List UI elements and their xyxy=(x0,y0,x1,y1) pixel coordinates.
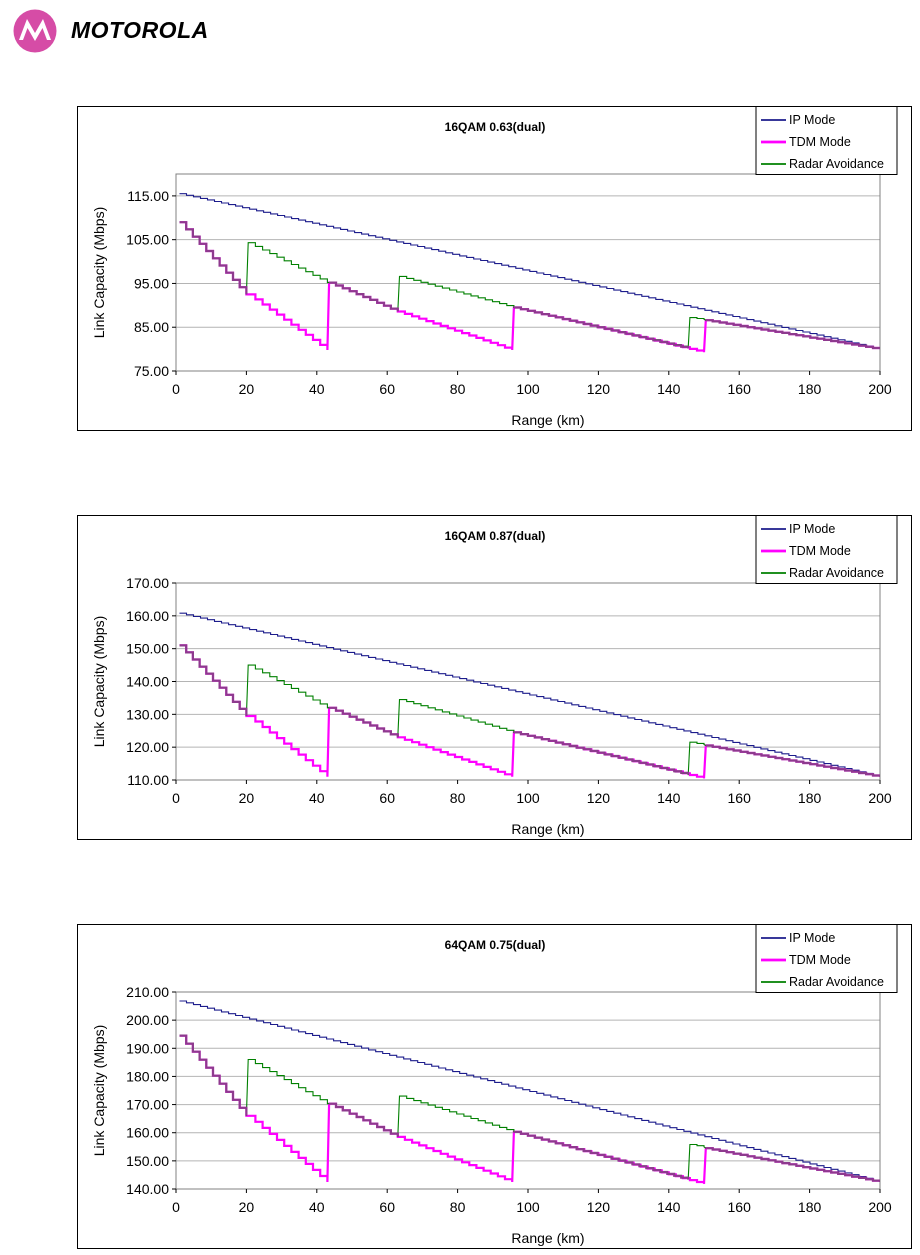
y-axis-label: Link Capacity (Mbps) xyxy=(91,207,107,339)
series-group xyxy=(179,193,880,353)
legend-label-radar-avoidance: Radar Avoidance xyxy=(789,157,884,171)
y-tick-label: 130.00 xyxy=(126,706,169,722)
series-line-ip-mode xyxy=(179,1000,880,1182)
x-tick-label: 140 xyxy=(657,1199,681,1215)
x-tick-label: 60 xyxy=(379,381,395,397)
x-tick-label: 20 xyxy=(239,381,255,397)
chart-64qam-075: 64QAM 0.75(dual) 210.00 200.00 190.00 180.00… xyxy=(77,924,912,1249)
y-tick-label: 105.00 xyxy=(126,232,169,248)
chart-svg: 16QAM 0.87(dual) 170.00 160.00 150.00 140.00… xyxy=(77,515,912,840)
x-tick-label: 40 xyxy=(309,381,325,397)
legend-label-radar-avoidance: Radar Avoidance xyxy=(789,566,884,580)
legend-label-radar-avoidance: Radar Avoidance xyxy=(789,975,884,989)
legend-label-ip-mode: IP Mode xyxy=(789,522,835,536)
y-axis-label: Link Capacity (Mbps) xyxy=(91,1025,107,1157)
x-tick-label: 20 xyxy=(239,790,255,806)
y-tick-label: 190.00 xyxy=(126,1040,169,1056)
x-tick-label: 200 xyxy=(868,790,892,806)
legend-label-ip-mode: IP Mode xyxy=(789,113,835,127)
chart-svg: 64QAM 0.75(dual) 210.00 200.00 190.00 180.00… xyxy=(77,924,912,1249)
x-tick-label: 100 xyxy=(516,790,540,806)
x-tick-label: 180 xyxy=(798,381,822,397)
y-tick-label: 170.00 xyxy=(126,1097,169,1113)
x-tick-label: 20 xyxy=(239,1199,255,1215)
x-tick-label: 80 xyxy=(450,1199,466,1215)
y-tick-label: 170.00 xyxy=(126,575,169,591)
series-overlap-line xyxy=(513,1130,690,1180)
brand-name: MOTOROLA xyxy=(71,17,209,43)
x-tick-label: 120 xyxy=(587,1199,611,1215)
x-axis-label: Range (km) xyxy=(511,821,584,837)
x-tick-label: 180 xyxy=(798,1199,822,1215)
series-overlap-line xyxy=(179,221,248,295)
y-tick-label: 120.00 xyxy=(126,739,169,755)
legend-label-tdm-mode: TDM Mode xyxy=(789,135,851,149)
series-overlap-line xyxy=(179,1034,248,1116)
x-tick-label: 200 xyxy=(868,381,892,397)
x-tick-label: 40 xyxy=(309,1199,325,1215)
motorola-batwing-icon xyxy=(13,9,57,53)
legend-label-ip-mode: IP Mode xyxy=(789,931,835,945)
x-tick-label: 160 xyxy=(728,1199,752,1215)
series-overlap-line xyxy=(329,1102,399,1137)
x-tick-label: 40 xyxy=(309,790,325,806)
x-tick-label: 160 xyxy=(728,381,752,397)
chart-svg: 16QAM 0.63(dual) 115.00 105.00 95.00 85.00 75… xyxy=(77,106,912,431)
series-group xyxy=(179,612,880,779)
x-tick-label: 100 xyxy=(516,1199,540,1215)
series-line-ip-mode xyxy=(179,612,880,777)
legend-label-tdm-mode: TDM Mode xyxy=(789,953,851,967)
y-tick-label: 75.00 xyxy=(134,363,169,379)
legend-label-tdm-mode: TDM Mode xyxy=(789,544,851,558)
y-tick-label: 150.00 xyxy=(126,641,169,657)
chart-title: 64QAM 0.75(dual) xyxy=(445,938,546,952)
y-tick-label: 140.00 xyxy=(126,1181,169,1197)
y-tick-label: 150.00 xyxy=(126,1153,169,1169)
y-tick-label: 160.00 xyxy=(126,608,169,624)
x-tick-label: 140 xyxy=(657,790,681,806)
y-tick-label: 115.00 xyxy=(127,188,169,204)
x-tick-label: 0 xyxy=(172,790,180,806)
y-tick-label: 160.00 xyxy=(126,1125,169,1141)
y-tick-label: 210.00 xyxy=(126,984,169,1000)
x-tick-label: 60 xyxy=(379,1199,395,1215)
x-tick-label: 180 xyxy=(798,790,822,806)
x-tick-label: 80 xyxy=(450,790,466,806)
chart-title: 16QAM 0.87(dual) xyxy=(445,529,546,543)
x-tick-label: 160 xyxy=(728,790,752,806)
series-group xyxy=(179,1000,880,1184)
series-line-ip-mode xyxy=(179,193,880,350)
x-tick-label: 60 xyxy=(379,790,395,806)
series-overlap-line xyxy=(329,706,399,738)
chart-title: 16QAM 0.63(dual) xyxy=(445,120,546,134)
x-tick-label: 0 xyxy=(172,1199,180,1215)
series-overlap-line xyxy=(705,744,880,777)
series-overlap-line xyxy=(705,1147,880,1182)
series-overlap-line xyxy=(513,731,690,775)
y-tick-label: 140.00 xyxy=(126,674,169,690)
x-tick-label: 200 xyxy=(868,1199,892,1215)
y-tick-label: 200.00 xyxy=(126,1012,169,1028)
y-axis-label: Link Capacity (Mbps) xyxy=(91,616,107,748)
series-overlap-line xyxy=(179,644,248,716)
y-tick-label: 180.00 xyxy=(126,1068,169,1084)
series-overlap-line xyxy=(513,306,690,349)
series-overlap-line xyxy=(329,281,399,312)
chart-16qam-063: 16QAM 0.63(dual) 115.00 105.00 95.00 85.00 75… xyxy=(77,106,912,431)
y-tick-label: 85.00 xyxy=(134,319,169,335)
x-tick-label: 120 xyxy=(587,790,611,806)
x-tick-label: 80 xyxy=(450,381,466,397)
x-axis-label: Range (km) xyxy=(511,412,584,428)
x-axis-label: Range (km) xyxy=(511,1230,584,1246)
x-tick-label: 100 xyxy=(516,381,540,397)
x-tick-label: 120 xyxy=(587,381,611,397)
x-tick-label: 0 xyxy=(172,381,180,397)
motorola-logo: MOTOROLA xyxy=(13,9,263,53)
x-tick-label: 140 xyxy=(657,381,681,397)
y-tick-label: 95.00 xyxy=(134,275,169,291)
chart-16qam-087: 16QAM 0.87(dual) 170.00 160.00 150.00 140.00… xyxy=(77,515,912,840)
y-tick-label: 110.00 xyxy=(127,772,169,788)
series-overlap-line xyxy=(705,319,880,350)
